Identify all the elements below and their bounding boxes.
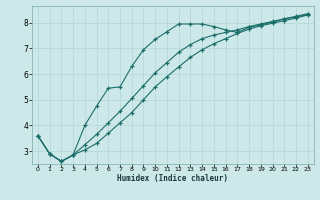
X-axis label: Humidex (Indice chaleur): Humidex (Indice chaleur) — [117, 174, 228, 183]
